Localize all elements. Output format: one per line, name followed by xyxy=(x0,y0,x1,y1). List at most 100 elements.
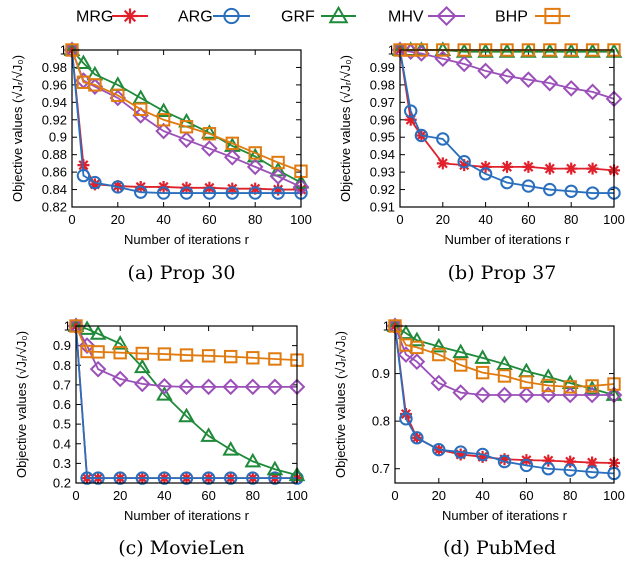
y-tick-label: 0.8 xyxy=(372,414,390,429)
legend-item-mrg: MRG xyxy=(76,8,148,26)
y-tick-label: 1 xyxy=(64,319,71,334)
data-point-bhp xyxy=(410,340,424,355)
y-tick-label: 0.7 xyxy=(53,377,71,392)
y-tick-label: 0.97 xyxy=(370,95,395,110)
data-point-mrg xyxy=(436,157,449,170)
x-axis-label: Number of iterations r xyxy=(442,508,568,523)
data-point-arg xyxy=(475,447,490,462)
data-point-mhv xyxy=(452,384,470,401)
data-point-arg xyxy=(519,458,534,473)
series-line-arg xyxy=(71,49,301,194)
data-point-arg xyxy=(201,471,216,485)
y-tick-label: 0.95 xyxy=(370,130,395,145)
series-arg xyxy=(393,43,621,200)
series-mhv xyxy=(67,317,306,396)
legend-label-mrg: MRG xyxy=(76,9,113,26)
plot-frame xyxy=(394,325,615,484)
data-point-mhv xyxy=(111,370,129,388)
data-point-bhp xyxy=(179,120,194,134)
series-line-grf xyxy=(394,325,615,396)
data-point-grf xyxy=(222,441,240,456)
x-tick-label: 40 xyxy=(156,212,170,227)
y-tick-label: 0.88 xyxy=(42,147,67,162)
x-axis-label: Number of iterations r xyxy=(445,232,571,247)
data-point-bhp xyxy=(475,365,490,380)
data-point-mrg xyxy=(543,162,556,175)
data-point-bhp xyxy=(271,155,285,170)
x-tick-label: 60 xyxy=(519,488,533,503)
panel-caption: (b) Prop 37 xyxy=(448,262,557,284)
x-axis-label: Number of iterations r xyxy=(124,232,250,247)
y-tick-label: 0.84 xyxy=(42,182,67,197)
data-point-arg xyxy=(91,471,105,485)
data-point-mhv xyxy=(132,107,150,124)
y-tick-label: 0.98 xyxy=(42,60,67,75)
x-tick-label: 40 xyxy=(157,488,171,503)
series-line-arg xyxy=(399,49,614,194)
chart-panel-c-movielen: 0.2 0.3 0.4 0.5 0.6 0.7 0.8 0.9 1 0 20 40 60 80 100 Num… xyxy=(14,317,308,559)
data-point-arg xyxy=(563,463,577,477)
chart-panel-d-pubmed: 0.7 0.8 0.9 1 0 20 40 60 80 100 Number of iteratio… xyxy=(333,317,625,559)
chart-panel-a-prop-30: 0.82 0.84 0.86 0.88 0.9 0.92 0.94 0.96 0.98 1 0 20 4… xyxy=(10,41,312,284)
data-point-mrg xyxy=(454,448,467,461)
y-tick-label: 0.2 xyxy=(53,476,71,491)
y-tick-label: 0.6 xyxy=(53,397,71,412)
x-tick-label: 100 xyxy=(603,212,625,227)
data-point-mhv xyxy=(155,122,172,140)
data-point-bhp xyxy=(111,88,125,103)
data-point-grf xyxy=(200,427,217,442)
data-point-grf xyxy=(397,324,415,340)
data-point-arg xyxy=(246,471,260,485)
y-axis-label: Objective values (√Jᵣ/√J₀) xyxy=(338,55,353,202)
y-tick-label: 0.9 xyxy=(53,338,71,353)
data-point-mhv xyxy=(266,378,284,396)
y-tick-label: 0.98 xyxy=(370,77,395,92)
data-point-grf xyxy=(474,349,491,364)
series-line-bhp xyxy=(71,49,302,173)
data-point-mrg xyxy=(272,183,285,196)
data-point-arg xyxy=(111,180,125,194)
data-point-bhp xyxy=(519,375,534,389)
data-point-mhv xyxy=(201,140,218,157)
x-tick-label: 0 xyxy=(72,488,79,503)
data-point-bhp xyxy=(585,379,599,393)
y-tick-label: 0.82 xyxy=(42,200,67,215)
y-tick-label: 0.4 xyxy=(53,436,71,451)
data-point-arg xyxy=(271,186,285,200)
data-point-grf xyxy=(75,54,92,70)
x-tick-label: 20 xyxy=(111,212,125,227)
data-point-arg xyxy=(157,471,172,485)
data-point-mhv xyxy=(178,131,195,149)
y-tick-label: 0.7 xyxy=(372,461,390,476)
data-point-mrg xyxy=(542,454,555,467)
data-point-mrg xyxy=(458,159,471,172)
x-tick-label: 0 xyxy=(396,212,403,227)
data-point-arg xyxy=(268,471,282,485)
data-point-mrg xyxy=(564,455,577,468)
x-tick-label: 100 xyxy=(603,488,625,503)
series-line-mhv xyxy=(75,325,297,388)
data-point-arg xyxy=(76,168,91,183)
data-point-grf xyxy=(89,325,107,340)
series-line-mhv xyxy=(394,325,614,396)
data-point-grf xyxy=(583,380,601,395)
data-point-bhp xyxy=(156,113,171,127)
data-point-arg xyxy=(585,465,599,479)
plot-frame xyxy=(399,49,615,208)
data-point-arg xyxy=(564,184,578,199)
data-point-bhp xyxy=(135,346,150,361)
data-point-grf xyxy=(539,368,557,383)
legend-marker-triangle-icon xyxy=(328,5,349,24)
data-point-arg xyxy=(179,186,194,200)
series-mhv xyxy=(63,41,310,196)
data-point-mrg xyxy=(498,453,511,466)
data-point-bhp xyxy=(88,78,102,92)
legend-item-bhp: BHP xyxy=(495,7,570,26)
y-tick-label: 0.5 xyxy=(53,417,71,432)
data-point-bhp xyxy=(246,351,260,365)
x-tick-label: 80 xyxy=(563,488,577,503)
data-point-bhp xyxy=(541,378,555,393)
data-point-arg xyxy=(521,179,536,193)
data-point-mhv xyxy=(539,386,557,404)
series-mrg xyxy=(394,44,620,177)
